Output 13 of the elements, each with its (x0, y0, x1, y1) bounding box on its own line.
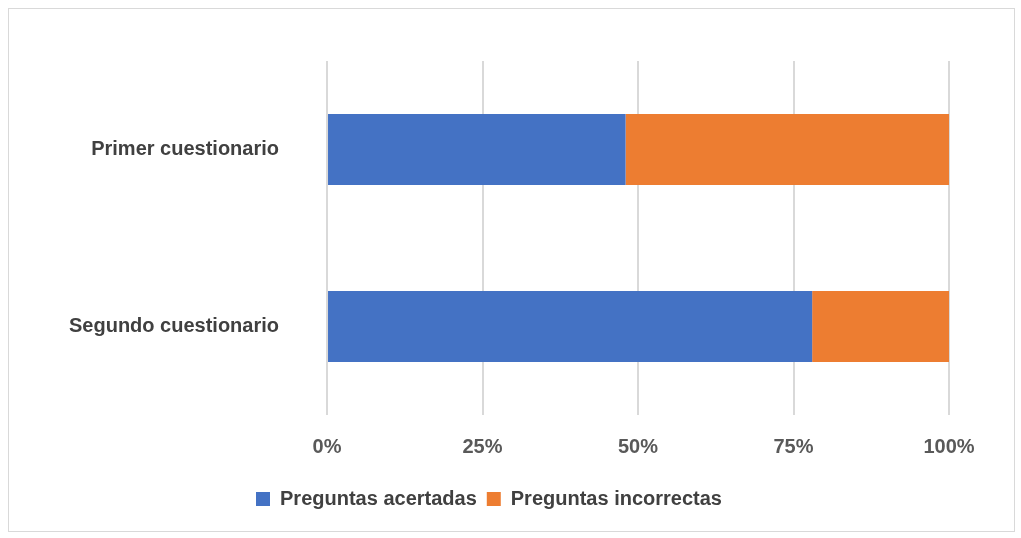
x-tick-label: 0% (312, 434, 342, 457)
x-tick-label: 25% (462, 434, 503, 457)
x-tick-label: 50% (617, 434, 659, 457)
bar (625, 114, 949, 185)
y-tick-label: Primer cuestionario (91, 137, 280, 160)
bar (328, 114, 626, 185)
legend-label: Preguntas acertadas (280, 486, 477, 509)
bar (812, 291, 949, 362)
x-tick-label: 100% (923, 434, 975, 457)
legend-label: Preguntas incorrectas (510, 486, 722, 509)
bar (328, 291, 813, 362)
y-tick-label: Segundo cuestionario (68, 314, 280, 337)
x-tick-label: 75% (773, 434, 814, 457)
